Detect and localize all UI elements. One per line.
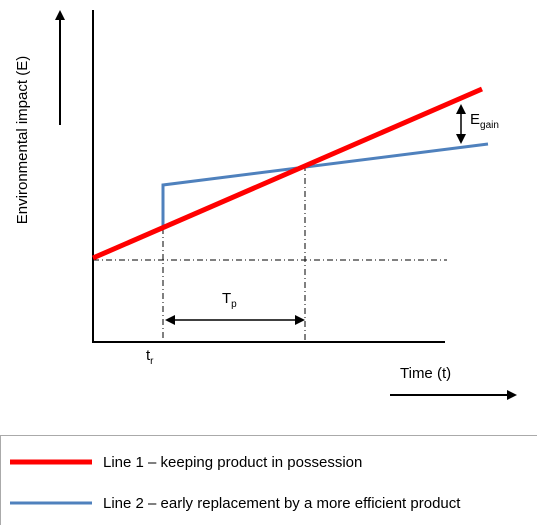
tp-label: Tp bbox=[222, 290, 237, 310]
line-1 bbox=[93, 89, 482, 258]
tr-label: tr bbox=[146, 347, 154, 367]
legend-entry-2: Line 2 – early replacement by a more eff… bbox=[103, 495, 461, 512]
legend-entry-1: Line 1 – keeping product in possession bbox=[103, 454, 362, 471]
x-axis-label: Time (t) bbox=[400, 365, 451, 382]
y-axis-label: Environmental impact (E) bbox=[14, 56, 31, 224]
egain-label: Egain bbox=[470, 111, 499, 131]
